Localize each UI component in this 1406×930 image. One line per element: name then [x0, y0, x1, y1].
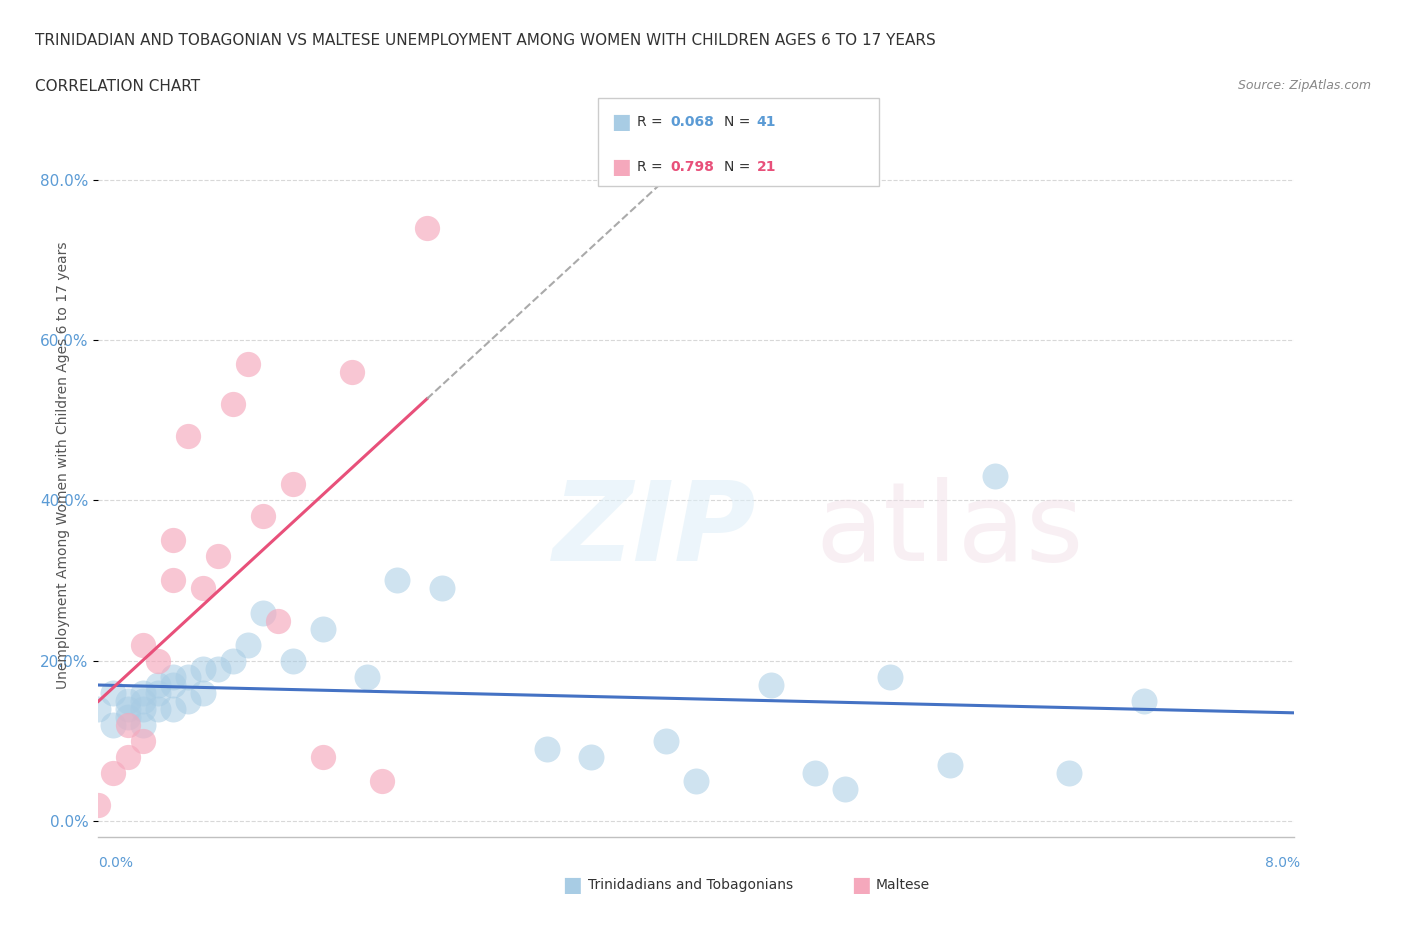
Point: [148, 653, 170, 668]
Point: [356, 670, 378, 684]
Point: [252, 605, 274, 620]
Point: [342, 365, 364, 379]
Text: CORRELATION CHART: CORRELATION CHART: [35, 79, 200, 94]
Point: [191, 581, 214, 596]
Point: [371, 774, 394, 789]
Point: [103, 717, 125, 732]
Point: [117, 701, 139, 716]
Point: [759, 677, 782, 692]
Text: R =: R =: [637, 160, 666, 174]
Point: [148, 685, 170, 700]
Text: 21: 21: [756, 160, 776, 174]
Point: [148, 701, 170, 716]
Text: Source: ZipAtlas.com: Source: ZipAtlas.com: [1237, 79, 1371, 92]
Point: [132, 717, 155, 732]
Point: [132, 701, 155, 716]
Point: [222, 653, 245, 668]
Point: [939, 757, 962, 772]
Text: Maltese: Maltese: [876, 878, 929, 893]
Point: [177, 693, 200, 708]
Text: ZIP: ZIP: [553, 476, 756, 584]
Point: [117, 750, 139, 764]
Point: [879, 670, 901, 684]
Point: [177, 429, 200, 444]
Point: [207, 549, 229, 564]
Text: 0.798: 0.798: [671, 160, 714, 174]
Point: [252, 509, 274, 524]
Point: [281, 653, 304, 668]
Point: [132, 637, 155, 652]
Point: [804, 765, 827, 780]
Point: [162, 701, 184, 716]
Point: [834, 781, 856, 796]
Point: [162, 670, 184, 684]
Point: [132, 734, 155, 749]
Point: [117, 717, 139, 732]
Point: [222, 396, 245, 411]
Point: [162, 573, 184, 588]
Point: [87, 798, 110, 813]
Text: 0.0%: 0.0%: [98, 856, 134, 870]
Point: [148, 677, 170, 692]
Text: 0.068: 0.068: [671, 115, 714, 129]
Point: [430, 581, 453, 596]
Point: [1059, 765, 1081, 780]
Point: [1133, 693, 1156, 708]
Text: Unemployment Among Women with Children Ages 6 to 17 years: Unemployment Among Women with Children A…: [56, 241, 70, 689]
Point: [191, 685, 214, 700]
Point: [132, 685, 155, 700]
Point: [191, 661, 214, 676]
Point: [162, 533, 184, 548]
Point: [416, 220, 439, 235]
Point: [236, 637, 259, 652]
Point: [103, 765, 125, 780]
Point: [207, 661, 229, 676]
Point: [117, 710, 139, 724]
Point: [132, 693, 155, 708]
Point: [385, 573, 409, 588]
Point: [984, 469, 1007, 484]
Point: [581, 750, 603, 764]
Point: [311, 621, 333, 636]
Text: ■: ■: [562, 875, 582, 896]
Text: 41: 41: [756, 115, 776, 129]
Text: N =: N =: [724, 115, 755, 129]
Text: Trinidadians and Tobagonians: Trinidadians and Tobagonians: [588, 878, 793, 893]
Point: [685, 774, 707, 789]
Point: [103, 685, 125, 700]
Text: 8.0%: 8.0%: [1265, 856, 1301, 870]
Text: ■: ■: [612, 156, 631, 177]
Text: TRINIDADIAN AND TOBAGONIAN VS MALTESE UNEMPLOYMENT AMONG WOMEN WITH CHILDREN AGE: TRINIDADIAN AND TOBAGONIAN VS MALTESE UN…: [35, 33, 936, 47]
Point: [311, 750, 333, 764]
Text: N =: N =: [724, 160, 755, 174]
Point: [236, 356, 259, 371]
Text: ■: ■: [612, 113, 631, 132]
Point: [536, 741, 558, 756]
Point: [267, 613, 290, 628]
Point: [655, 734, 678, 749]
Text: ■: ■: [851, 875, 870, 896]
Point: [117, 693, 139, 708]
Point: [281, 477, 304, 492]
Point: [177, 670, 200, 684]
Text: R =: R =: [637, 115, 666, 129]
Point: [162, 677, 184, 692]
Text: atlas: atlas: [815, 476, 1084, 584]
Point: [87, 701, 110, 716]
